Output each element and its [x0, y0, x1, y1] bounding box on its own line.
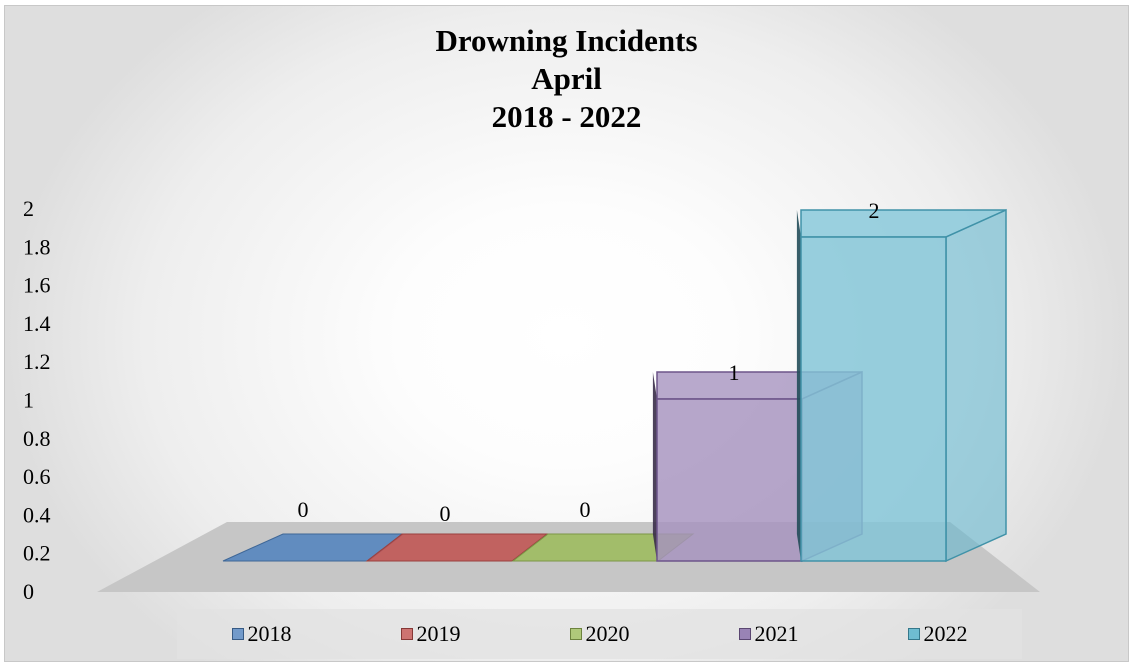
- data-label-2022: 2: [869, 198, 880, 223]
- chart-title: Drowning Incidents April 2018 - 2022: [5, 22, 1128, 136]
- legend: 2018 2019 2020 2021 2022: [177, 609, 1022, 659]
- legend-label-2020: 2020: [585, 621, 630, 646]
- bar-2019: [365, 533, 549, 562]
- legend-item-2018: 2018: [231, 621, 292, 647]
- bar-2021-front: [656, 398, 803, 562]
- y-tick-label: 1.8: [23, 234, 51, 259]
- y-tick-label: 1: [23, 388, 34, 413]
- chart-title-line-1: Drowning Incidents: [435, 23, 698, 58]
- legend-swatch-2020: [569, 628, 582, 640]
- y-tick-label: 0: [23, 579, 34, 604]
- legend-swatch-2021: [738, 628, 751, 640]
- y-tick-label: 1.4: [23, 311, 51, 336]
- chart-plot: 0 0.2 0.4 0.6 0.8 1 1.2 1.4 1.6 1.8 2 0 0 0 1 2: [23, 196, 1040, 604]
- legend-label-2018: 2018: [247, 621, 292, 646]
- y-tick-label: 1.6: [23, 273, 51, 298]
- data-labels-group: 0 0 0 1 2: [298, 198, 880, 526]
- bar-2022-side: [796, 210, 801, 561]
- chart-title-line-3: 2018 - 2022: [491, 99, 642, 134]
- legend-label-2019: 2019: [416, 621, 461, 646]
- chart-frame: Drowning Incidents April 2018 - 2022 0 0.…: [4, 5, 1129, 662]
- legend-swatch-2019: [400, 628, 413, 640]
- y-tick-label: 0.2: [23, 541, 51, 566]
- data-label-2020: 0: [580, 497, 591, 522]
- data-label-2019: 0: [440, 501, 451, 526]
- legend-swatch-2018: [231, 628, 244, 640]
- legend-swatch-2022: [907, 628, 920, 640]
- bar-2022-right: [945, 208, 1007, 563]
- y-tick-label: 1.2: [23, 349, 51, 374]
- data-label-2021: 1: [729, 360, 740, 385]
- y-tick-label: 0.8: [23, 426, 51, 451]
- legend-item-2021: 2021: [738, 621, 799, 647]
- y-tick-label: 0.6: [23, 464, 51, 489]
- y-tick-label: 2: [23, 196, 34, 221]
- legend-item-2019: 2019: [400, 621, 461, 647]
- y-tick-label: 0.4: [23, 502, 51, 527]
- chart-title-line-2: April: [531, 61, 602, 96]
- legend-item-2022: 2022: [907, 621, 968, 647]
- bar-2021-side: [652, 372, 657, 561]
- data-label-2018: 0: [298, 497, 309, 522]
- bar-2022-front: [800, 236, 947, 562]
- bar-2022: [796, 208, 1007, 563]
- legend-label-2021: 2021: [754, 621, 799, 646]
- legend-label-2022: 2022: [923, 621, 968, 646]
- bars-group: [222, 208, 1007, 563]
- y-axis: 0 0.2 0.4 0.6 0.8 1 1.2 1.4 1.6 1.8 2: [23, 196, 51, 604]
- legend-item-2020: 2020: [569, 621, 630, 647]
- bar-2019-face: [365, 533, 549, 562]
